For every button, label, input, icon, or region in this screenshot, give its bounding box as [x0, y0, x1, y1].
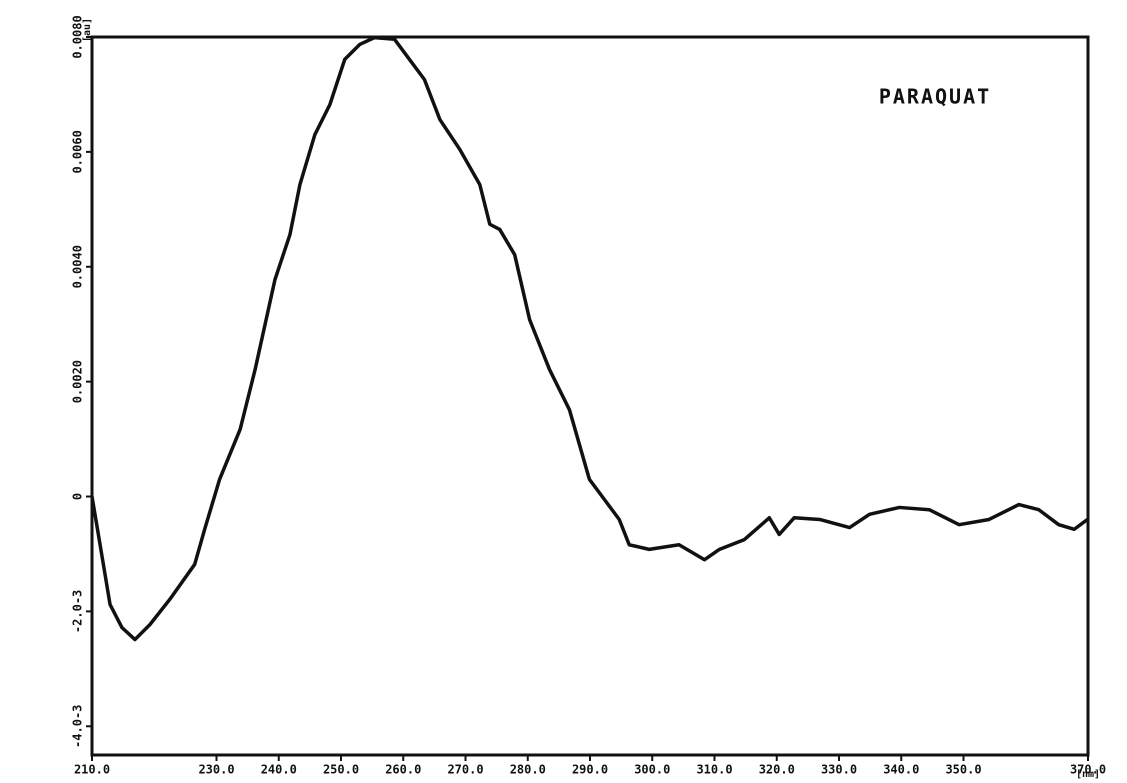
x-tick-label: 370.0: [1070, 763, 1106, 777]
y-tick-label: 0: [71, 493, 85, 500]
x-tick-label: 350.0: [945, 763, 981, 777]
x-tick-label: 310.0: [696, 763, 732, 777]
y-tick-label: -4.0-3: [71, 705, 85, 748]
plot-frame: [90, 35, 1090, 757]
x-tick-label: 270.0: [447, 763, 483, 777]
x-tick-label: 330.0: [821, 763, 857, 777]
x-tick-label: 320.0: [759, 763, 795, 777]
spectrum-line: [90, 35, 1089, 642]
x-tick-label: 230.0: [198, 763, 234, 777]
x-tick-label: 210.0: [74, 763, 110, 777]
x-unit: [nm]: [1076, 769, 1100, 780]
x-tick-label: 260.0: [385, 763, 421, 777]
y-tick-label: 0.0020: [71, 360, 85, 403]
y-tick-label: 0.0080: [71, 15, 85, 58]
x-tick-label: 280.0: [510, 763, 546, 777]
x-tick-label: 300.0: [634, 763, 670, 777]
x-tick-label: 250.0: [323, 763, 359, 777]
y-tick-label: -2.0-3: [71, 590, 85, 633]
x-tick-label: 340.0: [883, 763, 919, 777]
x-tick-label: 240.0: [261, 763, 297, 777]
y-unit: [au]: [82, 18, 93, 42]
x-tick-label: 290.0: [572, 763, 608, 777]
y-tick-label: 0.0060: [71, 130, 85, 173]
chart-title: PARAQUAT: [879, 85, 991, 109]
y-tick-label: 0.0040: [71, 245, 85, 288]
